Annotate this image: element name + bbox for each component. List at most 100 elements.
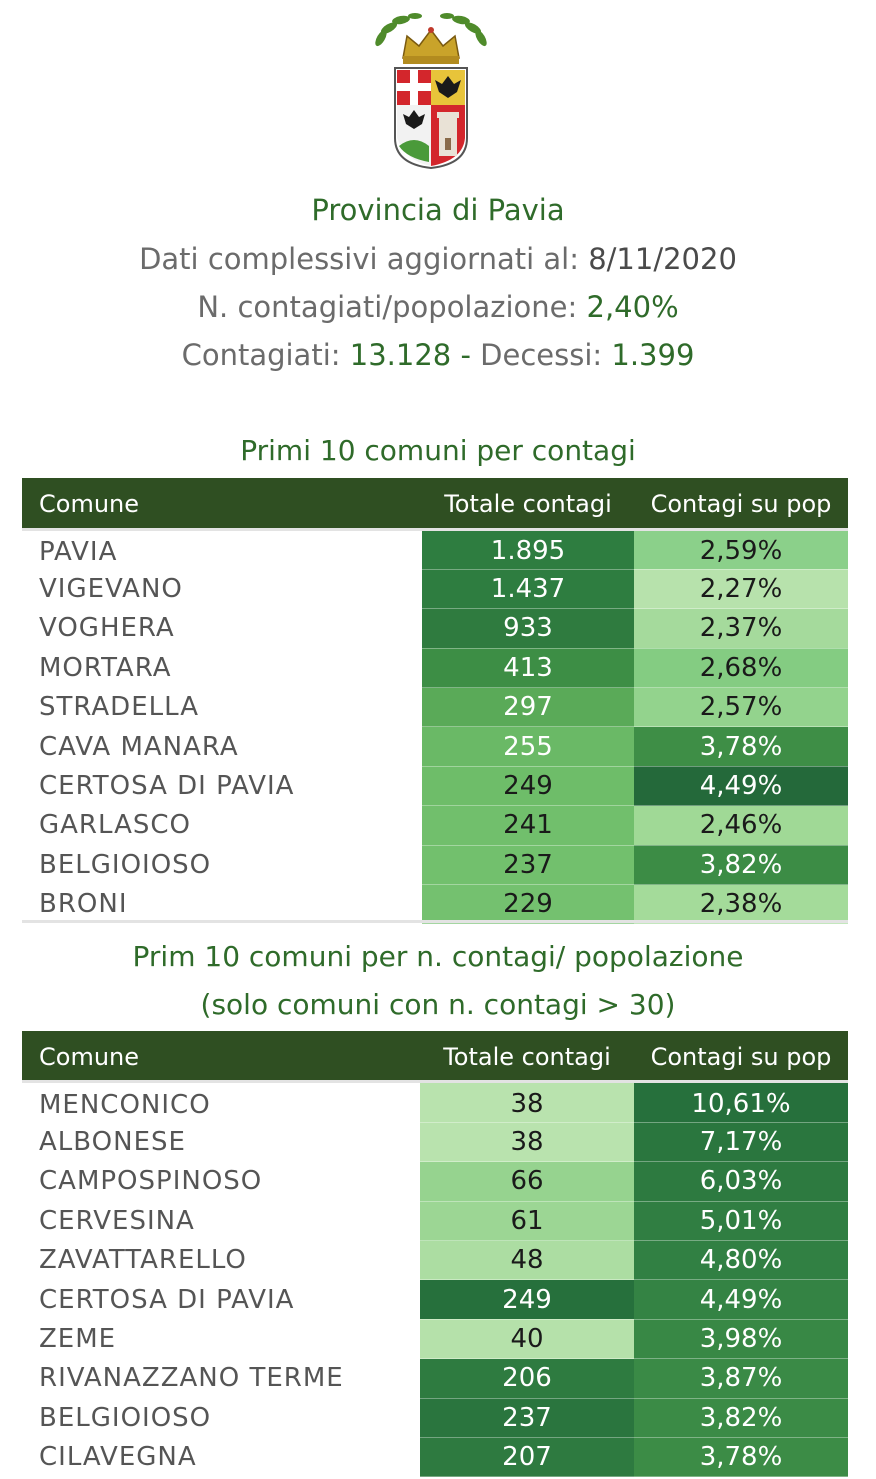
cases-label: Contagiati: <box>181 338 341 372</box>
ratio-line: N. contagiati/popolazione: 2,40% <box>0 290 876 324</box>
cell-comune: ALBONESE <box>22 1122 420 1162</box>
cases-value: 13.128 <box>349 338 452 372</box>
top-ratio-table: Comune Totale contagi Contagi su pop MEN… <box>22 1031 848 1478</box>
cell-contagi-su-pop: 4,49% <box>634 1279 848 1320</box>
cell-contagi-su-pop: 2,59% <box>634 530 848 570</box>
cell-totale-contagi: 249 <box>420 1279 634 1320</box>
cell-contagi-su-pop: 2,38% <box>634 884 848 925</box>
column-header-comune[interactable]: Comune <box>22 1031 420 1083</box>
updated-value: 8/11/2020 <box>588 242 737 276</box>
ratio-value: 2,40% <box>586 290 679 324</box>
updated-line: Dati complessivi aggiornati al: 8/11/202… <box>0 242 876 276</box>
table-row[interactable]: RIVANAZZANO TERME 206 3,87% <box>22 1358 848 1399</box>
table1-title: Primi 10 comuni per contagi <box>240 434 636 467</box>
cell-comune: RIVANAZZANO TERME <box>22 1358 420 1399</box>
cell-totale-contagi: 229 <box>422 884 634 925</box>
cell-comune: BELGIOIOSO <box>22 845 422 885</box>
table-row[interactable]: BELGIOIOSO 237 3,82% <box>22 845 848 886</box>
cell-totale-contagi: 48 <box>420 1240 634 1281</box>
cell-comune: ZAVATTARELLO <box>22 1240 420 1280</box>
table-row[interactable]: BRONI 229 2,38% <box>22 884 848 925</box>
cell-contagi-su-pop: 2,37% <box>634 608 848 649</box>
cell-comune: GARLASCO <box>22 805 422 846</box>
cell-totale-contagi: 206 <box>420 1358 634 1399</box>
cell-totale-contagi: 237 <box>422 845 634 886</box>
cell-comune: MORTARA <box>22 648 422 688</box>
cell-contagi-su-pop: 2,27% <box>634 569 848 610</box>
cell-totale-contagi: 40 <box>420 1319 634 1360</box>
cell-comune: MENCONICO <box>22 1083 420 1123</box>
table-row[interactable]: CERTOSA DI PAVIA 249 4,49% <box>22 1279 848 1320</box>
table-row[interactable]: ALBONESE 38 7,17% <box>22 1122 848 1163</box>
table-row[interactable]: BELGIOIOSO 237 3,82% <box>22 1398 848 1439</box>
column-header-comune[interactable]: Comune <box>22 478 422 530</box>
column-header-totale-contagi[interactable]: Totale contagi <box>420 1031 634 1083</box>
cell-contagi-su-pop: 3,78% <box>634 1437 848 1478</box>
cell-totale-contagi: 297 <box>422 687 634 728</box>
cell-contagi-su-pop: 10,61% <box>634 1083 848 1123</box>
top-cases-table: Comune Totale contagi Contagi su pop PAV… <box>22 478 848 925</box>
table-row[interactable]: VOGHERA 933 2,37% <box>22 608 848 649</box>
province-coat-of-arms-logo <box>375 13 487 170</box>
cell-contagi-su-pop: 6,03% <box>634 1161 848 1202</box>
table-row[interactable]: CAMPOSPINOSO 66 6,03% <box>22 1161 848 1202</box>
cell-comune: VIGEVANO <box>22 569 422 609</box>
cell-comune: CAMPOSPINOSO <box>22 1161 420 1202</box>
cell-totale-contagi: 1.437 <box>422 569 634 610</box>
cell-totale-contagi: 241 <box>422 805 634 846</box>
cell-contagi-su-pop: 2,57% <box>634 687 848 728</box>
cell-contagi-su-pop: 3,82% <box>634 845 848 886</box>
cell-contagi-su-pop: 2,68% <box>634 648 848 689</box>
table2-title-line2: (solo comuni con n. contagi > 30) <box>200 988 676 1021</box>
cell-contagi-su-pop: 2,46% <box>634 805 848 846</box>
cell-totale-contagi: 933 <box>422 608 634 649</box>
cell-comune: CAVA MANARA <box>22 726 422 767</box>
cell-contagi-su-pop: 3,82% <box>634 1398 848 1439</box>
table-row[interactable]: CERVESINA 61 5,01% <box>22 1201 848 1242</box>
cell-totale-contagi: 38 <box>420 1122 634 1163</box>
cell-comune: VOGHERA <box>22 608 422 649</box>
cell-totale-contagi: 237 <box>420 1398 634 1439</box>
table-row[interactable]: STRADELLA 297 2,57% <box>22 687 848 728</box>
table-row[interactable]: GARLASCO 241 2,46% <box>22 805 848 846</box>
cell-totale-contagi: 249 <box>422 766 634 807</box>
cell-contagi-su-pop: 4,49% <box>634 766 848 807</box>
cell-totale-contagi: 255 <box>422 726 634 767</box>
cell-comune: BRONI <box>22 884 422 924</box>
ratio-label: N. contagiati/popolazione: <box>197 290 578 324</box>
cell-comune: CERVESINA <box>22 1201 420 1241</box>
cell-totale-contagi: 61 <box>420 1201 634 1242</box>
table-row[interactable]: MENCONICO 38 10,61% <box>22 1083 848 1123</box>
cell-totale-contagi: 66 <box>420 1161 634 1202</box>
cell-contagi-su-pop: 3,98% <box>634 1319 848 1360</box>
cell-comune: BELGIOIOSO <box>22 1398 420 1438</box>
cell-totale-contagi: 38 <box>420 1083 634 1123</box>
column-header-contagi-su-pop[interactable]: Contagi su pop <box>634 478 848 530</box>
table-row[interactable]: MORTARA 413 2,68% <box>22 648 848 689</box>
cell-contagi-su-pop: 3,78% <box>634 726 848 767</box>
table-row[interactable]: VIGEVANO 1.437 2,27% <box>22 569 848 610</box>
table-row[interactable]: CILAVEGNA 207 3,78% <box>22 1437 848 1478</box>
column-header-contagi-su-pop[interactable]: Contagi su pop <box>634 1031 848 1083</box>
table-row[interactable]: CERTOSA DI PAVIA 249 4,49% <box>22 766 848 807</box>
cell-contagi-su-pop: 4,80% <box>634 1240 848 1281</box>
table-header-row: Comune Totale contagi Contagi su pop <box>22 478 848 530</box>
cell-totale-contagi: 413 <box>422 648 634 689</box>
page-title: Provincia di Pavia <box>311 193 565 227</box>
totals-line: Contagiati: 13.128 - Decessi: 1.399 <box>0 338 876 372</box>
updated-label: Dati complessivi aggiornati al: <box>139 242 579 276</box>
table-header-row: Comune Totale contagi Contagi su pop <box>22 1031 848 1083</box>
header-divider <box>22 528 848 531</box>
deaths-value: 1.399 <box>611 338 695 372</box>
cell-contagi-su-pop: 7,17% <box>634 1122 848 1163</box>
totals-separator: - <box>460 338 471 372</box>
table-row[interactable]: PAVIA 1.895 2,59% <box>22 530 848 570</box>
cell-totale-contagi: 207 <box>420 1437 634 1478</box>
table-row[interactable]: CAVA MANARA 255 3,78% <box>22 726 848 767</box>
cell-comune: CILAVEGNA <box>22 1437 420 1477</box>
cell-comune: STRADELLA <box>22 687 422 727</box>
table-row[interactable]: ZEME 40 3,98% <box>22 1319 848 1360</box>
column-header-totale-contagi[interactable]: Totale contagi <box>422 478 634 530</box>
deaths-label: Decessi: <box>480 338 603 372</box>
table-row[interactable]: ZAVATTARELLO 48 4,80% <box>22 1240 848 1281</box>
